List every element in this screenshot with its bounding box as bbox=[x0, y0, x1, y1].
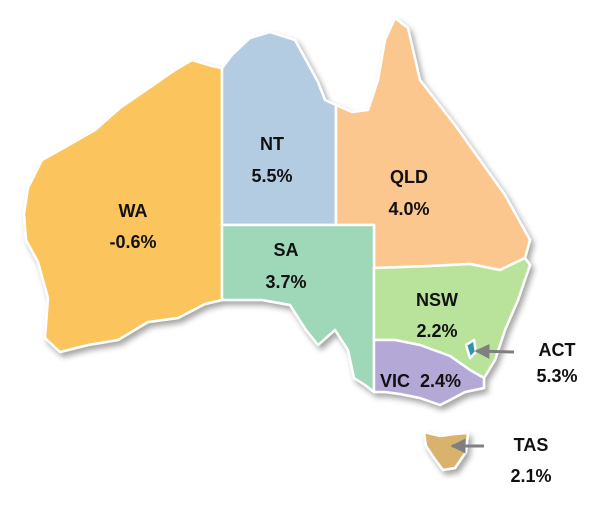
label-qld-value: 4.0% bbox=[388, 199, 429, 219]
label-act-value: 5.3% bbox=[536, 366, 577, 386]
label-tas-name: TAS bbox=[514, 435, 549, 455]
label-nt-value: 5.5% bbox=[251, 166, 292, 186]
label-tas-value: 2.1% bbox=[510, 466, 551, 486]
label-nsw-value: 2.2% bbox=[416, 321, 457, 341]
label-qld-name: QLD bbox=[390, 167, 428, 187]
region-labels: WA -0.6% NT 5.5% QLD 4.0% SA 3.7% NSW 2.… bbox=[109, 134, 577, 486]
state-shapes bbox=[22, 16, 532, 472]
label-wa-value: -0.6% bbox=[109, 232, 156, 252]
label-nt-name: NT bbox=[260, 134, 284, 154]
region-vic bbox=[372, 338, 486, 407]
region-wa bbox=[22, 58, 224, 354]
label-nsw-name: NSW bbox=[416, 290, 458, 310]
label-wa-name: WA bbox=[119, 201, 148, 221]
label-sa-value: 3.7% bbox=[265, 272, 306, 292]
label-act-name: ACT bbox=[539, 340, 576, 360]
label-vic-name: VIC bbox=[380, 371, 410, 391]
act-pointer-arrow bbox=[474, 343, 515, 359]
label-sa-name: SA bbox=[273, 240, 298, 260]
label-vic-value: 2.4% bbox=[420, 371, 461, 391]
region-nt bbox=[220, 30, 338, 227]
region-tas bbox=[422, 430, 470, 472]
